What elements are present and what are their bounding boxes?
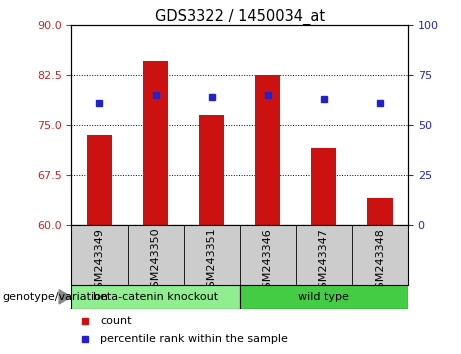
- Text: wild type: wild type: [298, 292, 349, 302]
- Text: genotype/variation: genotype/variation: [2, 292, 108, 302]
- Bar: [367, 198, 393, 225]
- Bar: [240, 285, 408, 309]
- Bar: [255, 75, 280, 225]
- Text: count: count: [100, 316, 131, 326]
- Text: GSM243351: GSM243351: [207, 228, 217, 296]
- Polygon shape: [59, 290, 71, 304]
- Bar: [199, 115, 225, 225]
- Text: beta-catenin knockout: beta-catenin knockout: [93, 292, 218, 302]
- Text: GSM243349: GSM243349: [95, 228, 105, 296]
- Text: GSM243348: GSM243348: [375, 228, 385, 296]
- Text: GSM243350: GSM243350: [151, 228, 160, 296]
- Text: GSM243346: GSM243346: [263, 228, 273, 296]
- Bar: [71, 285, 240, 309]
- Title: GDS3322 / 1450034_at: GDS3322 / 1450034_at: [154, 8, 325, 25]
- Text: percentile rank within the sample: percentile rank within the sample: [100, 335, 288, 344]
- Text: GSM243347: GSM243347: [319, 228, 329, 296]
- Bar: [87, 135, 112, 225]
- Bar: [311, 148, 337, 225]
- Bar: [143, 62, 168, 225]
